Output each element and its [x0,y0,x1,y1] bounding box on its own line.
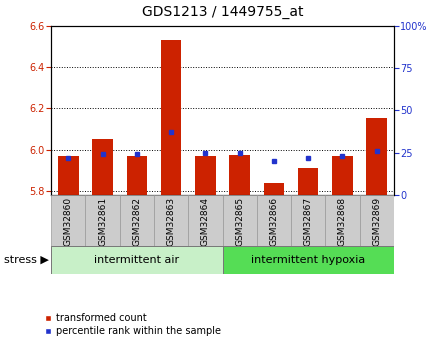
Bar [51,246,223,274]
Bar [195,156,216,195]
Bar [257,195,291,247]
Text: GSM32863: GSM32863 [166,197,176,246]
Bar [120,195,154,247]
Bar [366,118,387,195]
Text: GSM32866: GSM32866 [269,197,279,246]
Bar [222,246,394,274]
Text: GSM32861: GSM32861 [98,197,107,246]
Bar [325,195,360,247]
Bar [332,156,353,195]
Bar [161,40,182,195]
Text: GSM32868: GSM32868 [338,197,347,246]
Text: GSM32864: GSM32864 [201,197,210,246]
Bar [58,156,79,195]
Text: GSM32867: GSM32867 [303,197,313,246]
Bar [263,183,284,195]
Bar [291,195,325,247]
Bar [188,195,222,247]
Bar [126,156,147,195]
Text: GSM32865: GSM32865 [235,197,244,246]
Text: intermittent hypoxia: intermittent hypoxia [251,255,365,265]
Bar [92,139,113,195]
Legend: transformed count, percentile rank within the sample: transformed count, percentile rank withi… [40,309,225,340]
Text: GDS1213 / 1449755_at: GDS1213 / 1449755_at [142,5,303,19]
Text: GSM32862: GSM32862 [132,197,142,246]
Text: intermittent air: intermittent air [94,255,179,265]
Bar [154,195,188,247]
Bar [51,195,85,247]
Text: stress ▶: stress ▶ [4,255,49,265]
Bar [85,195,120,247]
Bar [360,195,394,247]
Bar [229,155,250,195]
Text: GSM32869: GSM32869 [372,197,381,246]
Bar [298,168,319,195]
Bar [222,195,257,247]
Text: GSM32860: GSM32860 [64,197,73,246]
